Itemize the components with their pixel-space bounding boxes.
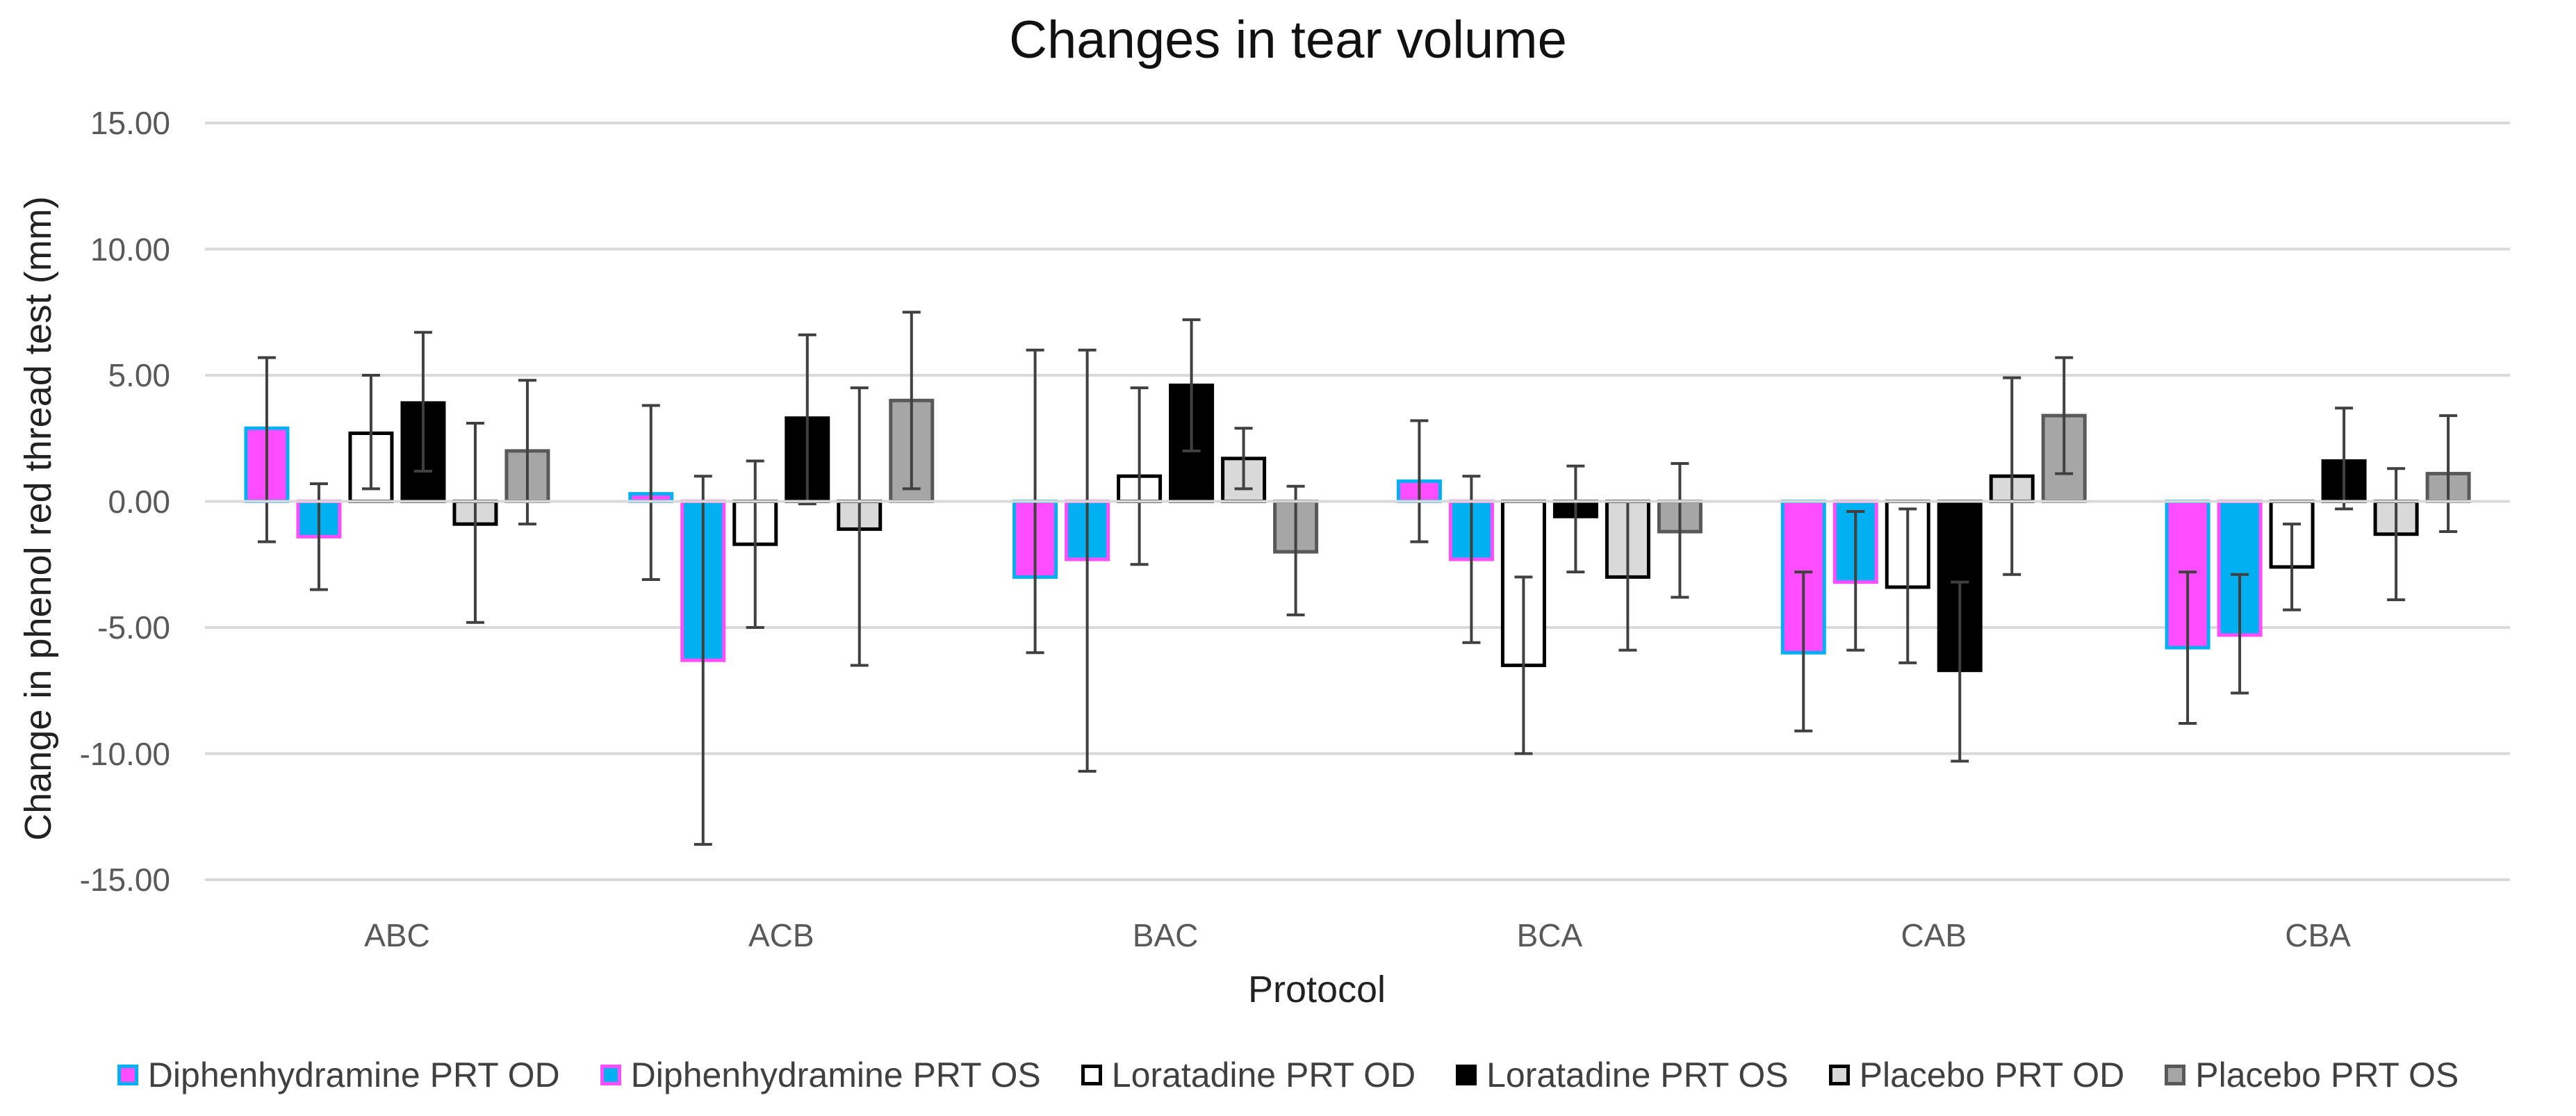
legend-swatch (117, 1065, 138, 1085)
legend-swatch (600, 1065, 621, 1085)
legend-item: Diphenhydramine PRT OD (117, 1055, 560, 1095)
legend-label: Placebo PRT OD (1859, 1056, 2125, 1094)
legend-item: Placebo PRT OS (2165, 1055, 2459, 1095)
legend: Diphenhydramine PRT OD Diphenhydramine PR… (0, 1051, 2576, 1099)
legend-label: Loratadine PRT OS (1486, 1056, 1789, 1094)
y-tick-label: 0.00 (108, 483, 170, 520)
legend-swatch (2165, 1065, 2186, 1085)
x-axis-title: Protocol (1247, 969, 1386, 1010)
legend-item: Diphenhydramine PRT OS (600, 1055, 1041, 1095)
legend-swatch (1456, 1065, 1477, 1085)
legend-label: Loratadine PRT OD (1111, 1056, 1416, 1094)
x-tick-label: ACB (748, 917, 814, 953)
y-tick-label: 5.00 (108, 357, 170, 393)
y-tick-label: -15.00 (79, 862, 170, 898)
chart-title: Changes in tear volume (1009, 10, 1567, 69)
y-tick-label: -5.00 (97, 609, 170, 646)
legend-item: Loratadine PRT OD (1081, 1055, 1416, 1095)
legend-label: Diphenhydramine PRT OS (630, 1056, 1041, 1094)
x-tick-label: ABC (364, 917, 430, 953)
legend-item: Placebo PRT OD (1828, 1055, 2125, 1095)
x-tick-label: CBA (2285, 917, 2351, 953)
legend-label: Diphenhydramine PRT OD (147, 1056, 560, 1094)
legend-item: Loratadine PRT OS (1456, 1055, 1789, 1095)
y-axis-title: Change in phenol red thread test (mm) (17, 196, 59, 841)
legend-swatch (1828, 1065, 1850, 1085)
y-tick-label: 10.00 (90, 231, 170, 268)
legend-swatch (1081, 1065, 1102, 1085)
legend-label: Placebo PRT OS (2195, 1056, 2459, 1094)
x-tick-label: BAC (1132, 917, 1199, 953)
x-tick-label: CAB (1901, 917, 1967, 953)
y-tick-label: -10.00 (79, 735, 170, 772)
x-tick-label: BCA (1516, 917, 1583, 953)
y-tick-label: 15.00 (90, 105, 170, 141)
